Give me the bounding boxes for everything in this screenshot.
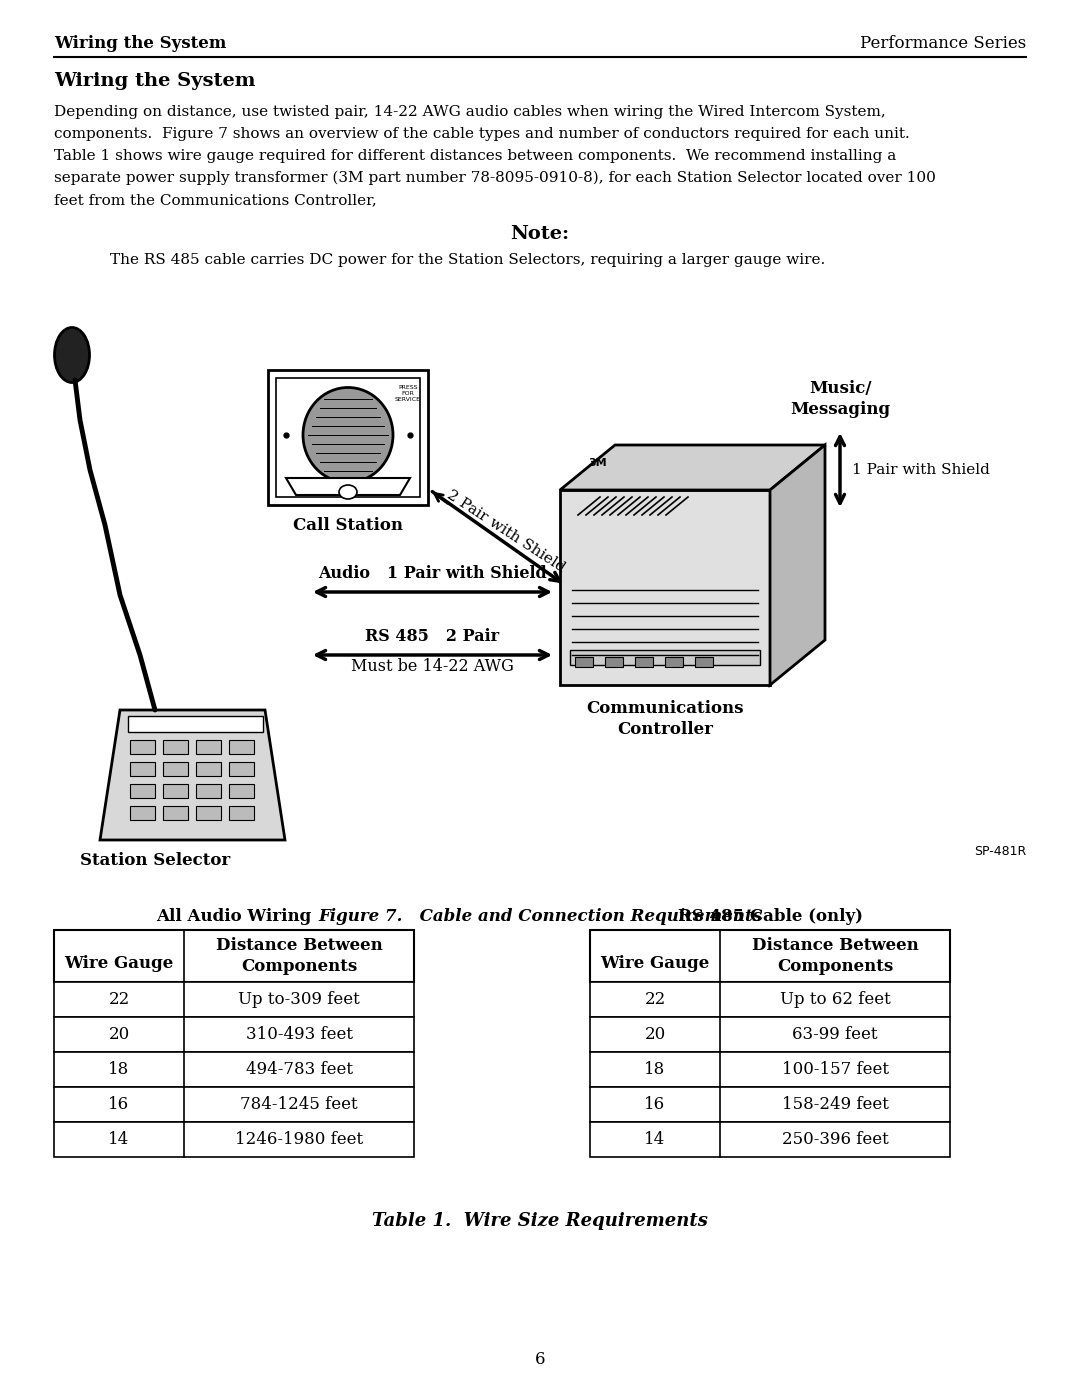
Bar	[635, 657, 653, 666]
Text: Depending on distance, use twisted pair, 14-22 AWG audio cables when wiring the : Depending on distance, use twisted pair,…	[54, 105, 886, 119]
Bar	[590, 930, 950, 982]
Text: Up to-309 feet: Up to-309 feet	[238, 990, 360, 1009]
Text: 3M: 3M	[589, 457, 607, 468]
Polygon shape	[286, 478, 410, 495]
Bar	[130, 784, 156, 798]
Text: Note:: Note:	[511, 225, 569, 243]
Bar	[590, 1052, 950, 1087]
Text: Must be 14-22 AWG: Must be 14-22 AWG	[351, 658, 514, 675]
Text: 18: 18	[108, 1060, 130, 1078]
Bar	[229, 740, 254, 754]
Text: 6: 6	[535, 1351, 545, 1368]
Bar	[163, 761, 188, 775]
Text: 494-783 feet: 494-783 feet	[245, 1060, 352, 1078]
Bar	[163, 784, 188, 798]
Bar	[665, 657, 683, 666]
Text: 2 Pair with Shield: 2 Pair with Shield	[445, 488, 568, 576]
Text: PRESS
FOR
SERVICE: PRESS FOR SERVICE	[395, 386, 421, 401]
Text: Figure 7.   Cable and Connection Requirements: Figure 7. Cable and Connection Requireme…	[318, 908, 762, 925]
Bar	[229, 784, 254, 798]
Text: The RS 485 cable carries DC power for the Station Selectors, requiring a larger : The RS 485 cable carries DC power for th…	[110, 253, 825, 267]
Bar	[575, 657, 593, 666]
Text: 158-249 feet: 158-249 feet	[782, 1097, 889, 1113]
Bar	[54, 930, 414, 982]
Bar	[195, 761, 221, 775]
Text: Wiring the System: Wiring the System	[54, 73, 256, 89]
Text: RS 485   2 Pair: RS 485 2 Pair	[365, 629, 500, 645]
Bar	[195, 784, 221, 798]
Text: 16: 16	[108, 1097, 130, 1113]
Bar	[54, 1122, 414, 1157]
Bar	[229, 806, 254, 820]
Bar	[570, 650, 760, 665]
Bar	[130, 806, 156, 820]
Text: Distance Between
Components: Distance Between Components	[216, 937, 382, 975]
Text: Call Station: Call Station	[293, 517, 403, 534]
Text: 250-396 feet: 250-396 feet	[782, 1132, 889, 1148]
Text: 14: 14	[108, 1132, 130, 1148]
Text: 1246-1980 feet: 1246-1980 feet	[235, 1132, 363, 1148]
Bar	[130, 761, 156, 775]
Bar	[163, 740, 188, 754]
Text: Distance Between
Components: Distance Between Components	[752, 937, 918, 975]
Bar	[54, 1017, 414, 1052]
Text: RS 485 Cable (only): RS 485 Cable (only)	[677, 908, 863, 925]
Text: Up to 62 feet: Up to 62 feet	[780, 990, 890, 1009]
Text: 20: 20	[108, 1025, 130, 1044]
Bar	[605, 657, 623, 666]
Bar	[590, 1017, 950, 1052]
Text: 20: 20	[645, 1025, 665, 1044]
Text: 22: 22	[645, 990, 665, 1009]
Text: 784-1245 feet: 784-1245 feet	[240, 1097, 357, 1113]
Text: Table 1.  Wire Size Requirements: Table 1. Wire Size Requirements	[373, 1213, 707, 1229]
Bar	[163, 806, 188, 820]
Bar	[590, 1122, 950, 1157]
Text: Table 1 shows wire gauge required for different distances between components.  W: Table 1 shows wire gauge required for di…	[54, 149, 896, 163]
Polygon shape	[100, 710, 285, 840]
Text: Communications
Controller: Communications Controller	[586, 700, 744, 738]
Text: All Audio Wiring: All Audio Wiring	[157, 908, 312, 925]
Bar	[561, 490, 770, 685]
Text: 16: 16	[645, 1097, 665, 1113]
Polygon shape	[561, 446, 825, 490]
Polygon shape	[770, 446, 825, 685]
Bar	[276, 379, 420, 497]
Text: 14: 14	[645, 1132, 665, 1148]
Bar	[54, 1087, 414, 1122]
Text: separate power supply transformer (3M part number 78-8095-0910-8), for each Stat: separate power supply transformer (3M pa…	[54, 170, 936, 186]
Text: 100-157 feet: 100-157 feet	[782, 1060, 889, 1078]
Bar	[54, 1052, 414, 1087]
Text: 310-493 feet: 310-493 feet	[245, 1025, 352, 1044]
Text: Wire Gauge: Wire Gauge	[65, 956, 174, 972]
Text: Music/
Messaging: Music/ Messaging	[789, 380, 890, 418]
Text: SP-481R: SP-481R	[974, 845, 1026, 858]
Text: components.  Figure 7 shows an overview of the cable types and number of conduct: components. Figure 7 shows an overview o…	[54, 127, 909, 141]
Text: Wire Gauge: Wire Gauge	[600, 956, 710, 972]
Ellipse shape	[339, 485, 357, 499]
Bar	[590, 1087, 950, 1122]
Bar	[590, 982, 950, 1017]
Text: 1 Pair with Shield: 1 Pair with Shield	[852, 462, 990, 476]
Text: 18: 18	[645, 1060, 665, 1078]
Bar	[195, 806, 221, 820]
Text: Wiring the System: Wiring the System	[54, 35, 227, 52]
Bar	[195, 740, 221, 754]
Bar	[268, 370, 428, 504]
Text: 63-99 feet: 63-99 feet	[793, 1025, 878, 1044]
Text: feet from the Communications Controller,: feet from the Communications Controller,	[54, 193, 377, 207]
Text: Station Selector: Station Selector	[80, 852, 230, 869]
Bar	[129, 717, 264, 732]
Text: 22: 22	[108, 990, 130, 1009]
Ellipse shape	[54, 327, 90, 383]
Bar	[229, 761, 254, 775]
Ellipse shape	[303, 387, 393, 482]
Text: Performance Series: Performance Series	[860, 35, 1026, 52]
Bar	[54, 982, 414, 1017]
Text: Audio   1 Pair with Shield: Audio 1 Pair with Shield	[319, 564, 546, 583]
Bar	[696, 657, 713, 666]
Bar	[130, 740, 156, 754]
